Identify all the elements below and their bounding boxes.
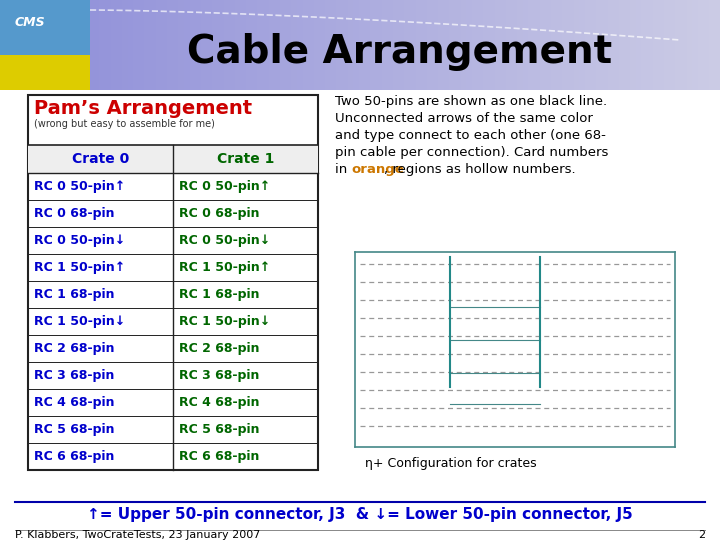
Text: in: in <box>335 163 351 176</box>
Text: Crate 0: Crate 0 <box>72 152 129 166</box>
Text: and type connect to each other (one 68-: and type connect to each other (one 68- <box>335 129 606 142</box>
Text: RC 0 50-pin↑: RC 0 50-pin↑ <box>179 180 270 193</box>
Text: RC 1 50-pin↓: RC 1 50-pin↓ <box>34 315 125 328</box>
Text: RC 2 68-pin: RC 2 68-pin <box>34 342 114 355</box>
Text: pin cable per connection). Card numbers: pin cable per connection). Card numbers <box>335 146 608 159</box>
Text: RC 1 50-pin↑: RC 1 50-pin↑ <box>179 261 270 274</box>
Text: ↑= Upper 50-pin connector, J3  & ↓= Lower 50-pin connector, J5: ↑= Upper 50-pin connector, J3 & ↓= Lower… <box>87 508 633 523</box>
Bar <box>28 95 318 470</box>
Text: RC 6 68-pin: RC 6 68-pin <box>179 450 259 463</box>
Text: RC 6 68-pin: RC 6 68-pin <box>34 450 114 463</box>
Text: RC 4 68-pin: RC 4 68-pin <box>34 396 114 409</box>
Text: RC 0 50-pin↓: RC 0 50-pin↓ <box>179 234 270 247</box>
Text: orange: orange <box>351 163 404 176</box>
Text: RC 5 68-pin: RC 5 68-pin <box>179 423 259 436</box>
Text: RC 1 68-pin: RC 1 68-pin <box>34 288 114 301</box>
Bar <box>28 145 318 173</box>
Text: RC 0 68-pin: RC 0 68-pin <box>179 207 259 220</box>
Text: Pam’s Arrangement: Pam’s Arrangement <box>34 99 252 118</box>
Text: η+ Configuration for crates: η+ Configuration for crates <box>365 456 536 469</box>
Bar <box>0 0 90 55</box>
Text: Two 50-pins are shown as one black line.: Two 50-pins are shown as one black line. <box>335 95 607 108</box>
Text: RC 0 50-pin↓: RC 0 50-pin↓ <box>34 234 125 247</box>
Text: Crate 1: Crate 1 <box>217 152 274 166</box>
Text: RC 0 68-pin: RC 0 68-pin <box>34 207 114 220</box>
Text: RC 1 68-pin: RC 1 68-pin <box>179 288 259 301</box>
Text: CMS: CMS <box>15 16 45 29</box>
Text: P. Klabbers, TwoCrateTests, 23 January 2007: P. Klabbers, TwoCrateTests, 23 January 2… <box>15 530 261 540</box>
Text: (wrong but easy to assemble for me): (wrong but easy to assemble for me) <box>34 119 215 129</box>
Text: Cable Arrangement: Cable Arrangement <box>187 33 613 71</box>
Text: RC 1 50-pin↓: RC 1 50-pin↓ <box>179 315 270 328</box>
Text: 2: 2 <box>698 530 705 540</box>
Text: RC 0 50-pin↑: RC 0 50-pin↑ <box>34 180 125 193</box>
Text: Unconnected arrows of the same color: Unconnected arrows of the same color <box>335 112 593 125</box>
Text: RC 3 68-pin: RC 3 68-pin <box>34 369 114 382</box>
Text: RC 4 68-pin: RC 4 68-pin <box>179 396 259 409</box>
Text: RC 2 68-pin: RC 2 68-pin <box>179 342 259 355</box>
Text: , regions as hollow numbers.: , regions as hollow numbers. <box>384 163 576 176</box>
Bar <box>0 55 90 90</box>
Text: RC 5 68-pin: RC 5 68-pin <box>34 423 114 436</box>
Text: RC 3 68-pin: RC 3 68-pin <box>179 369 259 382</box>
Text: RC 1 50-pin↑: RC 1 50-pin↑ <box>34 261 125 274</box>
